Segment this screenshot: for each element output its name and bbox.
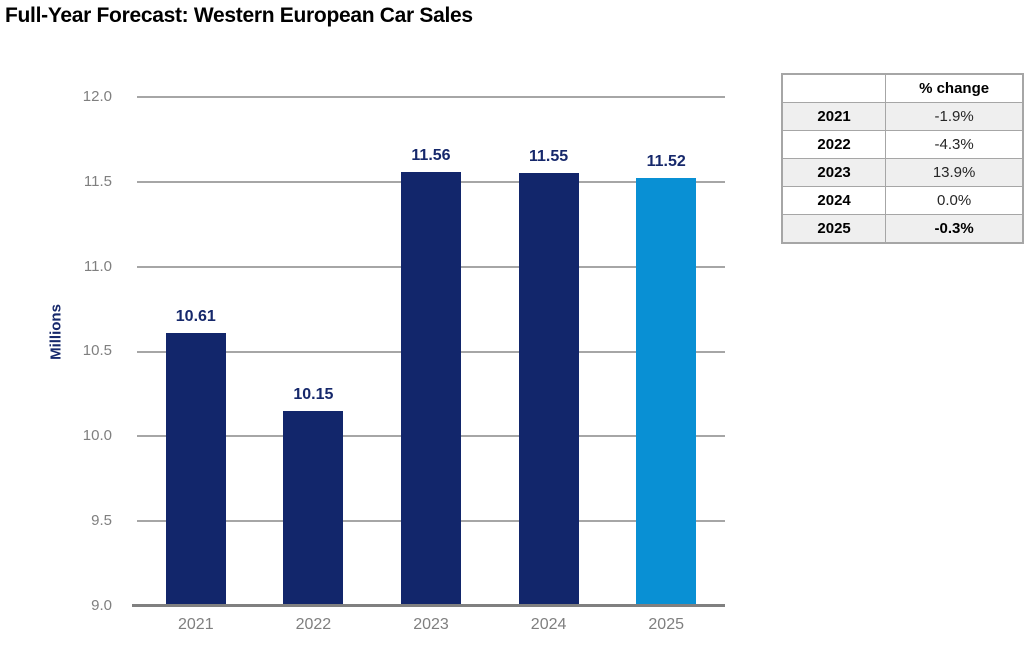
table-row: 2023 13.9%: [781, 158, 1024, 187]
table-change-cell: 13.9%: [885, 158, 1024, 187]
data-label: 10.15: [293, 385, 334, 403]
table-row: 2025 -0.3%: [781, 214, 1024, 244]
table-year-cell: 2022: [781, 130, 887, 159]
table-header-row: % change: [781, 73, 1024, 103]
table-row: 2024 0.0%: [781, 186, 1024, 215]
y-tick-label: 11.0: [83, 258, 112, 275]
y-tick-label: 11.5: [83, 173, 112, 190]
y-tick-label: 12.0: [82, 88, 112, 105]
x-tick-label: 2024: [530, 616, 567, 633]
gridline: [137, 96, 725, 98]
table-year-cell: 2023: [781, 158, 887, 187]
table-header-empty: [781, 73, 887, 103]
bar-2023: [401, 171, 461, 606]
table-change-cell: -1.9%: [885, 102, 1024, 131]
table-year-cell: 2025: [781, 214, 887, 244]
table-row: 2022 -4.3%: [781, 130, 1024, 159]
y-tick-label: 9.0: [91, 597, 112, 614]
table-change-cell: -0.3%: [885, 214, 1024, 244]
x-tick-label: 2022: [295, 616, 332, 633]
table-change-cell: -4.3%: [885, 130, 1024, 159]
data-label: 11.55: [529, 148, 569, 166]
y-tick-label: 9.5: [91, 512, 112, 529]
bar-2021: [165, 332, 226, 606]
table-row: 2021 -1.9%: [781, 102, 1024, 131]
data-label: 11.52: [646, 153, 686, 171]
y-axis-title: Millions: [47, 304, 65, 360]
bar-2022: [283, 410, 344, 606]
data-label: 10.61: [175, 307, 216, 325]
data-label: 11.56: [411, 146, 451, 164]
table-year-cell: 2021: [781, 102, 887, 131]
table-header-change: % change: [885, 73, 1024, 103]
x-tick-label: 2025: [648, 616, 684, 633]
table-year-cell: 2024: [781, 186, 887, 215]
plot-area: 10.61 10.15 11.56 11.55 11.52: [132, 96, 725, 607]
x-tick-label: 2023: [413, 616, 449, 633]
bar-2025: [636, 178, 697, 606]
bar-2024: [518, 173, 579, 606]
page-title: Full-Year Forecast: Western European Car…: [5, 4, 473, 27]
change-table: % change 2021 -1.9% 2022 -4.3% 2023 13.9…: [781, 73, 1024, 244]
y-tick-label: 10.5: [82, 342, 112, 359]
x-axis-line: [132, 604, 725, 607]
x-tick-label: 2021: [178, 616, 214, 633]
y-tick-label: 10.0: [82, 427, 112, 444]
table-change-cell: 0.0%: [885, 186, 1024, 215]
